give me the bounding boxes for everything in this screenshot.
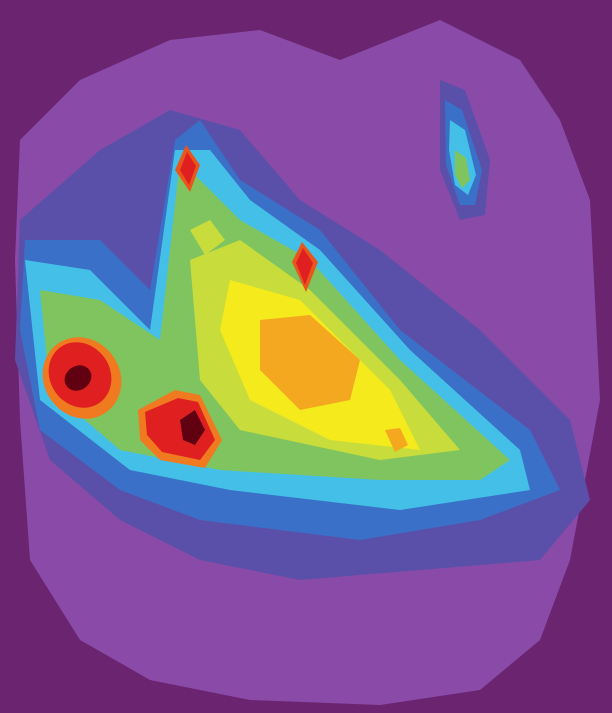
contour-level-10 <box>296 248 313 285</box>
contour-level-10 <box>145 398 215 460</box>
contour-level-11 <box>180 410 205 445</box>
contour-level-5 <box>455 150 470 188</box>
contour-level-8 <box>385 428 408 452</box>
contour-level-6 <box>190 220 225 255</box>
contour-level-8 <box>260 315 360 410</box>
contour-level-10 <box>180 152 196 185</box>
contour-level-11 <box>64 365 92 391</box>
